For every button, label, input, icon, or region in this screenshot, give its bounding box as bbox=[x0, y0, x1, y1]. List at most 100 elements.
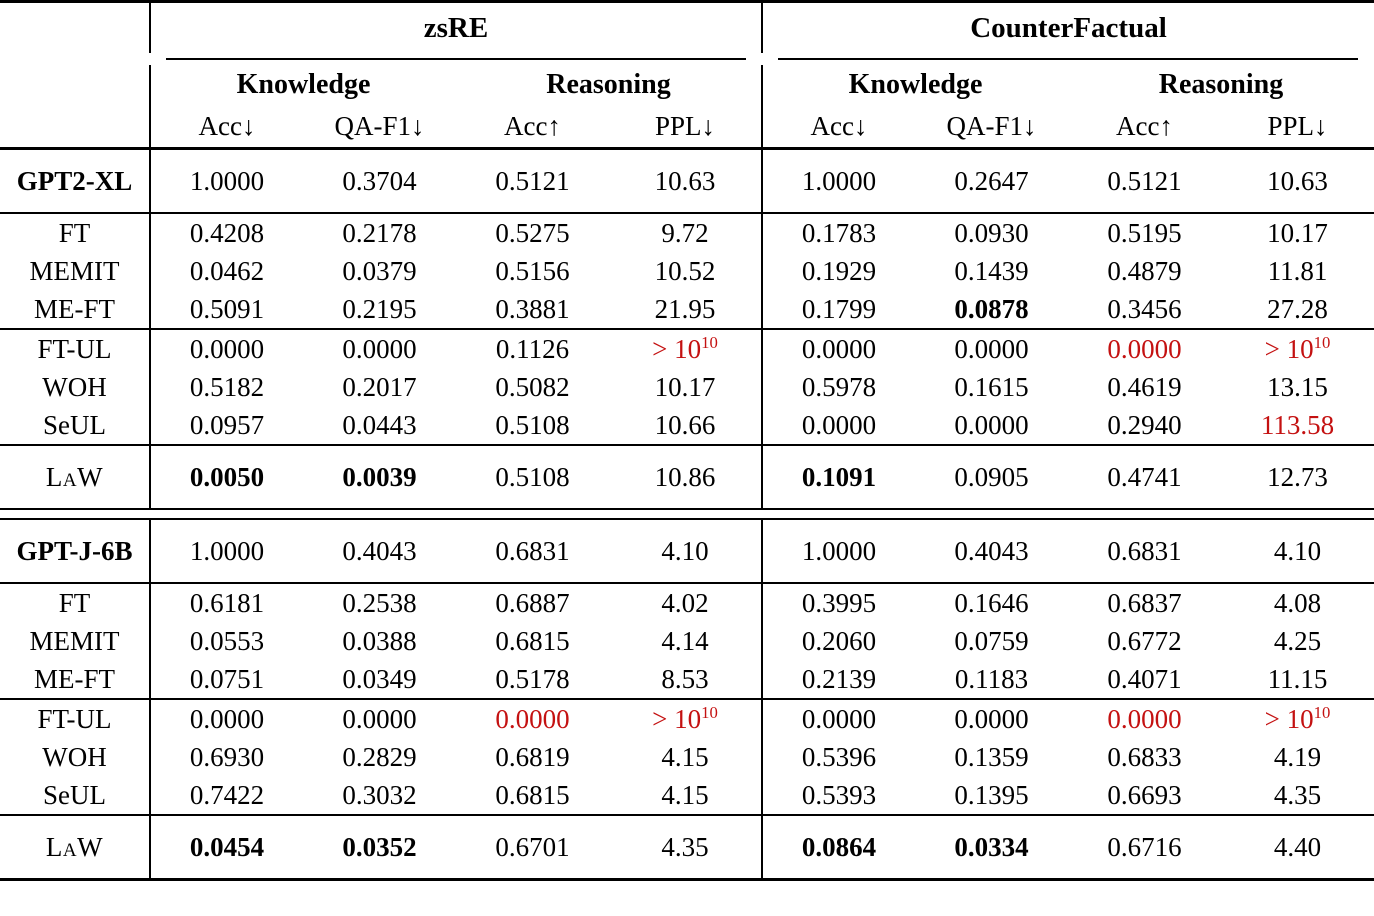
row-label: SeUL bbox=[43, 779, 106, 810]
value-cell: 10.63 bbox=[609, 150, 762, 212]
value-text: 113.58 bbox=[1260, 409, 1335, 440]
corner-cell bbox=[0, 3, 150, 53]
value-cell: 0.3881 bbox=[456, 290, 609, 328]
value-text: 21.95 bbox=[654, 293, 716, 324]
value-cell: 4.40 bbox=[1221, 816, 1374, 878]
value-text: 0.1359 bbox=[954, 741, 1029, 772]
value-cell: 0.1091 bbox=[761, 446, 915, 508]
value-text: > 10 bbox=[652, 703, 702, 734]
value-text: 0.2139 bbox=[801, 663, 877, 694]
value-cell: 0.0000 bbox=[1068, 700, 1221, 738]
value-text: 0.2940 bbox=[1107, 409, 1182, 440]
header-rule-row bbox=[0, 147, 1374, 150]
value-text: 4.35 bbox=[1273, 779, 1322, 810]
value-text: 1.0000 bbox=[189, 165, 265, 196]
value-cell: 0.0957 bbox=[149, 406, 303, 444]
value-text: 0.0000 bbox=[801, 333, 877, 364]
value-text: 10.52 bbox=[654, 255, 716, 286]
table-body: GPT2-XL 1.0000 0.3704 0.5121 10.63 1.0000 0.26… bbox=[0, 150, 1374, 881]
value-text: 0.5082 bbox=[495, 371, 570, 402]
value-text: 10.17 bbox=[1267, 217, 1328, 248]
value-cell: 4.14 bbox=[609, 622, 762, 660]
value-cell: 0.5396 bbox=[761, 738, 915, 776]
group-divider-rule bbox=[0, 582, 1374, 584]
value-text: 27.28 bbox=[1267, 293, 1328, 324]
value-text: 9.72 bbox=[661, 217, 709, 248]
value-text: 0.6833 bbox=[1107, 741, 1182, 772]
value-cell: 0.6887 bbox=[456, 584, 609, 622]
value-cell: 0.0751 bbox=[149, 660, 303, 698]
table-row: GPT2-XL 1.0000 0.3704 0.5121 10.63 1.0000 0.26… bbox=[0, 150, 1374, 212]
value-text: 0.6930 bbox=[189, 741, 265, 772]
value-cell: 4.10 bbox=[1221, 520, 1374, 582]
value-cell: 10.17 bbox=[1221, 214, 1374, 252]
value-cell: 0.2060 bbox=[761, 622, 915, 660]
row-label: WOH bbox=[42, 371, 107, 402]
value-text: 0.0000 bbox=[954, 703, 1029, 734]
value-cell: 0.1359 bbox=[915, 738, 1068, 776]
value-text: 0.2829 bbox=[342, 741, 417, 772]
value-cell: 1.0000 bbox=[761, 520, 915, 582]
table-row: LaW 0.0454 0.0352 0.6701 4.35 0.0864 0.0334 0.6… bbox=[0, 816, 1374, 878]
metric-acc-up: Acc↑ bbox=[504, 110, 561, 141]
value-text: 4.08 bbox=[1273, 587, 1322, 618]
value-text: 0.4208 bbox=[189, 217, 265, 248]
value-text: 4.10 bbox=[1273, 535, 1322, 566]
value-text: 0.0878 bbox=[954, 293, 1029, 324]
value-cell: 0.0352 bbox=[303, 816, 456, 878]
value-text: 0.4879 bbox=[1107, 255, 1182, 286]
value-cell: 0.0000 bbox=[303, 700, 456, 738]
value-text: 0.3881 bbox=[495, 293, 570, 324]
value-text: 0.1615 bbox=[954, 371, 1029, 402]
value-cell: 11.81 bbox=[1221, 252, 1374, 290]
value-cell: 0.5178 bbox=[456, 660, 609, 698]
value-text: 0.0349 bbox=[342, 663, 417, 694]
value-cell: 0.0349 bbox=[303, 660, 456, 698]
table-row: FT 0.6181 0.2538 0.6887 4.02 0.3995 0.1646 0.68… bbox=[0, 584, 1374, 622]
value-cell: 0.1783 bbox=[761, 214, 915, 252]
row-label: MEMIT bbox=[29, 255, 120, 286]
value-text: 0.0050 bbox=[189, 461, 265, 492]
value-cell: 0.6833 bbox=[1068, 738, 1221, 776]
value-text: 0.0864 bbox=[801, 831, 877, 862]
group-divider-rule bbox=[0, 212, 1374, 214]
value-text: 0.5121 bbox=[1107, 165, 1182, 196]
value-cell: 0.0759 bbox=[915, 622, 1068, 660]
value-text: 0.3456 bbox=[1107, 293, 1182, 324]
value-text: 0.5108 bbox=[495, 409, 570, 440]
value-text: 0.5121 bbox=[495, 165, 570, 196]
top-rule bbox=[0, 0, 1374, 3]
value-cell: 12.73 bbox=[1221, 446, 1374, 508]
table-row: FT 0.4208 0.2178 0.5275 9.72 0.1783 0.0930 0.51… bbox=[0, 214, 1374, 252]
value-text: 0.4619 bbox=[1107, 371, 1182, 402]
value-text: 0.1783 bbox=[801, 217, 877, 248]
value-text: 0.3032 bbox=[342, 779, 417, 810]
subgroup-header-row: Knowledge Reasoning Knowledge Reasoning bbox=[0, 65, 1374, 105]
value-text: 0.1799 bbox=[801, 293, 877, 324]
value-text: 1.0000 bbox=[189, 535, 265, 566]
value-text: 4.15 bbox=[661, 741, 709, 772]
table-header: zsRE CounterFactual Knowledge Reasoning … bbox=[0, 0, 1374, 150]
group-title-text: CounterFactual bbox=[970, 11, 1167, 44]
value-cell: 0.1439 bbox=[915, 252, 1068, 290]
value-cell: 0.0930 bbox=[915, 214, 1068, 252]
value-cell: 0.0379 bbox=[303, 252, 456, 290]
corner-cell bbox=[0, 105, 150, 147]
row-label: WOH bbox=[42, 741, 107, 772]
bottom-rule bbox=[0, 878, 1374, 881]
value-text: 10.63 bbox=[1267, 165, 1328, 196]
group-divider-rule bbox=[0, 444, 1374, 446]
cmidrule-zsre bbox=[150, 53, 762, 65]
table-row: MEMIT 0.0553 0.0388 0.6815 4.14 0.2060 0.0759 0… bbox=[0, 622, 1374, 660]
value-text: 0.7422 bbox=[189, 779, 265, 810]
row-label: LaW bbox=[45, 831, 104, 862]
row-label: ME-FT bbox=[34, 293, 115, 324]
value-cell: 0.0443 bbox=[303, 406, 456, 444]
group-divider-rule bbox=[0, 698, 1374, 700]
value-cell: 1.0000 bbox=[149, 150, 303, 212]
value-cell: 0.5108 bbox=[456, 406, 609, 444]
value-cell: 27.28 bbox=[1221, 290, 1374, 328]
value-cell: 0.3032 bbox=[303, 776, 456, 814]
value-text: 0.4741 bbox=[1107, 461, 1182, 492]
group-divider-rule bbox=[0, 328, 1374, 330]
